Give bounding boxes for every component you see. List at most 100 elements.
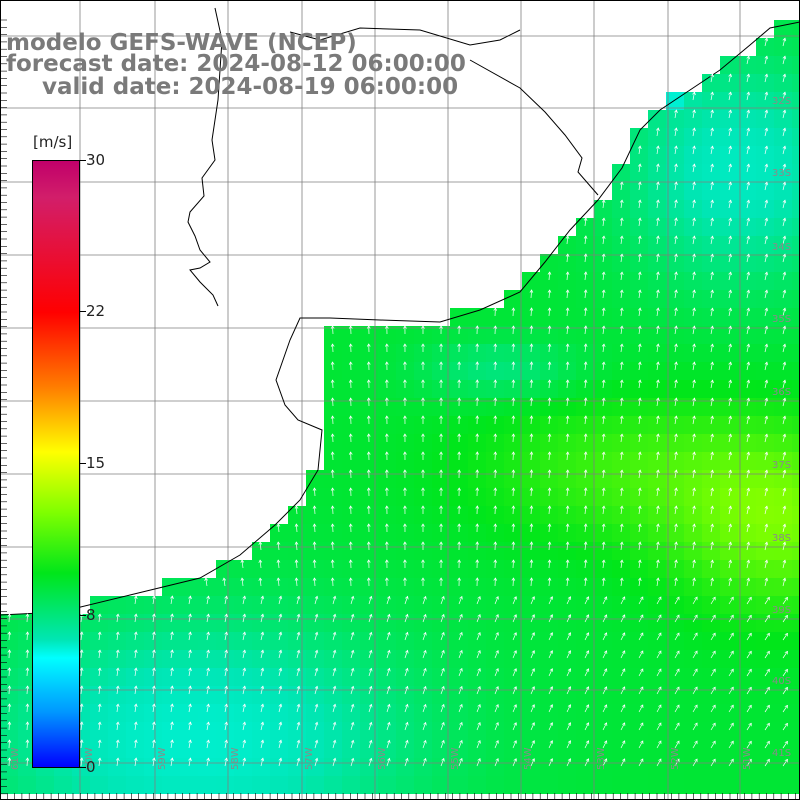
wind-arrow-head [710, 235, 714, 240]
wind-arrow-head [638, 397, 642, 402]
wind-arrow [494, 596, 499, 605]
ocean-cell [18, 668, 36, 686]
wind-arrow [746, 470, 750, 479]
ocean-cell [234, 560, 252, 578]
wind-arrow [638, 470, 641, 479]
wind-arrow [224, 614, 228, 623]
wind-arrow-head [640, 650, 644, 655]
wind-arrow-head [170, 739, 174, 744]
ocean-cell [684, 776, 702, 794]
ocean-cell [756, 272, 774, 290]
ocean-cell [18, 722, 36, 740]
wind-arrow [566, 541, 569, 551]
wind-arrow-head [439, 415, 443, 419]
ocean-cell [756, 488, 774, 506]
ocean-cell [630, 560, 648, 578]
wind-arrow-head [457, 577, 462, 581]
wind-arrow [332, 361, 334, 371]
wind-arrow-head [348, 469, 353, 473]
wind-arrow-head [511, 469, 516, 473]
wind-arrow [548, 307, 551, 317]
wind-arrow-head [547, 343, 552, 347]
wind-arrow-head [384, 415, 389, 419]
wind-arrow [584, 325, 587, 335]
wind-arrow-head [421, 433, 425, 437]
wind-arrow-head [330, 541, 335, 545]
wind-arrow-head [748, 740, 752, 745]
wind-arrow [350, 632, 354, 641]
ocean-cell [342, 416, 360, 434]
wind-arrow-head [658, 596, 662, 601]
ocean-cell [738, 596, 756, 614]
ocean-cell [702, 704, 720, 722]
wind-arrow [566, 289, 569, 299]
wind-arrow-head [746, 91, 751, 96]
ocean-cell [756, 236, 774, 254]
wind-arrow [602, 524, 605, 533]
wind-arrow-head [495, 703, 499, 708]
ocean-cell [576, 704, 594, 722]
ocean-cell [90, 722, 108, 740]
ocean-cell [756, 452, 774, 470]
ocean-cell [738, 560, 756, 578]
wind-arrow [386, 632, 390, 641]
wind-arrow-head [619, 415, 624, 419]
ocean-cell [180, 632, 198, 650]
wind-arrow-head [296, 649, 301, 654]
ocean-cell [684, 452, 702, 470]
wind-arrow [98, 686, 101, 695]
ocean-cell [540, 524, 558, 542]
wind-arrow [548, 415, 551, 425]
ocean-cell [540, 488, 558, 506]
wind-arrow [548, 523, 551, 533]
ocean-cell [612, 416, 630, 434]
ocean-cell [594, 704, 612, 722]
wind-arrow-head [730, 632, 734, 637]
wind-arrow-head [674, 307, 678, 312]
wind-arrow [332, 325, 334, 335]
wind-arrow-head [439, 343, 443, 347]
wind-arrow [332, 451, 334, 461]
wind-arrow-head [656, 325, 660, 330]
ocean-cell [774, 416, 792, 434]
wind-arrow-head [692, 379, 696, 384]
wind-arrow [134, 704, 137, 713]
wind-arrow [746, 651, 752, 659]
wind-arrow-head [134, 757, 138, 762]
wind-arrow [728, 506, 732, 515]
ocean-cell [558, 272, 576, 290]
wind-arrow-head [276, 523, 281, 527]
ocean-cell [594, 542, 612, 560]
ocean-cell [252, 722, 270, 740]
wind-arrow [548, 614, 553, 623]
wind-arrow [638, 560, 641, 569]
wind-arrow [512, 523, 514, 533]
wind-arrow [638, 722, 644, 731]
ocean-cell [720, 416, 738, 434]
ocean-cell [756, 92, 774, 110]
wind-arrow [80, 739, 83, 749]
ocean-cell [738, 200, 756, 218]
ocean-cell [360, 758, 378, 776]
wind-arrow [692, 92, 695, 101]
ocean-cell [486, 362, 504, 380]
wind-arrow-head [782, 37, 787, 42]
wind-arrow-head [782, 505, 787, 510]
ocean-cell [270, 542, 288, 560]
wind-arrow-head [766, 596, 770, 601]
ocean-cell [378, 596, 396, 614]
ocean-cell [162, 650, 180, 668]
wind-arrow-head [115, 631, 120, 635]
wind-arrow-head [242, 739, 247, 744]
wind-arrow-head [25, 631, 30, 635]
ocean-cell [504, 596, 522, 614]
ocean-cell [792, 740, 800, 758]
wind-arrow-head [493, 487, 498, 491]
ocean-cell [144, 614, 162, 632]
ocean-cell [486, 650, 504, 668]
ocean-cell [774, 398, 792, 416]
ocean-cell [630, 488, 648, 506]
ocean-cell [270, 704, 288, 722]
wind-arrow [764, 578, 768, 587]
wind-arrow-head [439, 397, 443, 401]
